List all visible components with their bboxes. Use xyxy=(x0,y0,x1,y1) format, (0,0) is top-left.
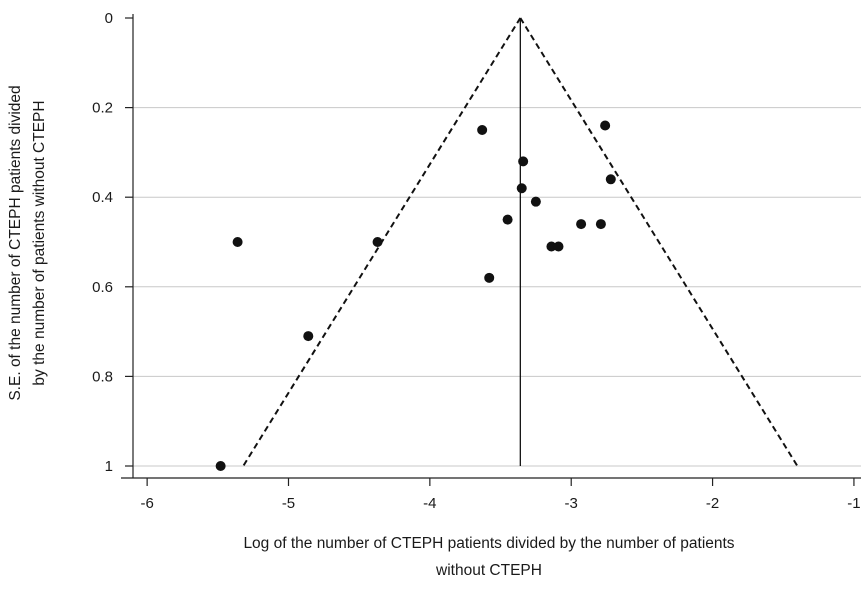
x-tick-label-0: -6 xyxy=(140,495,153,512)
x-tick-label-1: -5 xyxy=(282,495,295,512)
data-point-11 xyxy=(553,241,564,252)
x-axis-title-line-1: Log of the number of CTEPH patients divi… xyxy=(243,535,734,552)
data-point-13 xyxy=(595,219,606,230)
y-tick-label-5: 1 xyxy=(105,458,113,475)
data-point-12 xyxy=(576,219,587,230)
data-point-1 xyxy=(232,237,243,247)
data-point-9 xyxy=(530,196,541,207)
data-points xyxy=(215,120,616,471)
y-tick-label-1: 0.2 xyxy=(92,100,113,117)
y-tick-label-0: 0 xyxy=(105,10,113,27)
data-point-4 xyxy=(477,125,488,135)
y-tick-label-3: 0.6 xyxy=(92,279,113,296)
x-tick-label-2: -4 xyxy=(423,495,436,512)
data-point-14 xyxy=(600,120,611,131)
x-tick-label-5: -1 xyxy=(847,495,860,512)
data-point-0 xyxy=(215,461,226,471)
y-axis-title-line-1: S.E. of the number of CTEPH patients div… xyxy=(7,85,24,400)
data-point-15 xyxy=(605,174,616,185)
y-tick-label-2: 0.4 xyxy=(92,189,113,206)
gridlines xyxy=(133,107,861,467)
x-tick-label-4: -2 xyxy=(706,495,719,512)
data-point-6 xyxy=(502,214,513,225)
y-tick-label-4: 0.8 xyxy=(92,368,113,385)
x-axis-title-line-2: without CTEPH xyxy=(435,562,542,579)
data-point-3 xyxy=(372,237,383,247)
data-point-10 xyxy=(546,241,557,252)
x-tick-label-3: -3 xyxy=(565,495,578,512)
data-point-7 xyxy=(518,156,529,167)
funnel-lines xyxy=(242,17,799,467)
tick-labels: 0 0.2 0.4 0.6 0.8 1 -6 -5 -4 -3 -2 -1 xyxy=(92,10,860,512)
data-point-2 xyxy=(303,331,314,342)
data-point-8 xyxy=(516,183,527,194)
data-point-5 xyxy=(484,272,495,283)
y-axis-title-line-2: by the number of patients without CTEPH xyxy=(31,100,48,385)
funnel-right-line xyxy=(519,17,799,467)
axis-titles: Log of the number of CTEPH patients divi… xyxy=(7,85,735,579)
axes xyxy=(121,14,861,486)
